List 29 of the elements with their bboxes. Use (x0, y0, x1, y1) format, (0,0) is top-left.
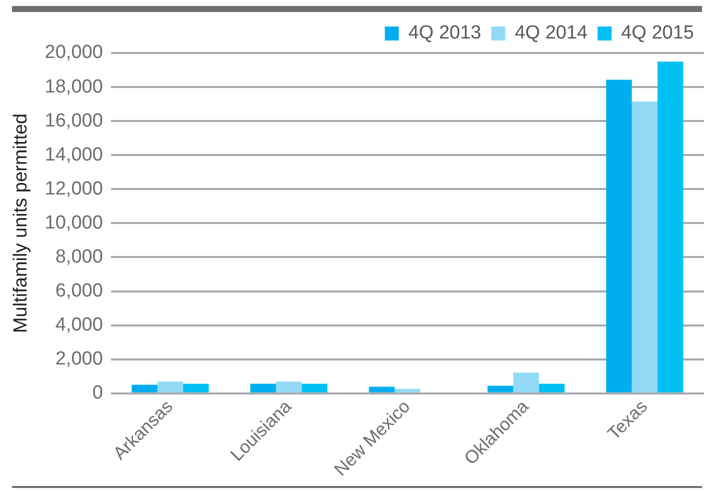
y-tick-label: 2,000 (55, 348, 103, 370)
bar (394, 388, 420, 392)
bar (658, 62, 684, 392)
legend-label: 4Q 2015 (621, 22, 694, 44)
bar (132, 384, 158, 392)
bar (368, 386, 395, 392)
bar (538, 384, 565, 392)
bar (250, 384, 276, 392)
bar (183, 384, 209, 392)
y-tick-label: 20,000 (44, 42, 103, 64)
bar (302, 384, 328, 392)
y-tick-label: 4,000 (55, 314, 103, 336)
bar (606, 80, 632, 392)
bar (632, 102, 658, 392)
bar (157, 382, 184, 392)
legend-label: 4Q 2013 (408, 22, 482, 44)
bar (276, 382, 302, 392)
y-tick-label: 6,000 (55, 280, 103, 302)
y-axis-title: Multifamily units permitted (10, 113, 32, 334)
y-tick-label: 12,000 (44, 178, 103, 200)
bar (513, 372, 539, 392)
y-tick-label: 14,000 (44, 144, 103, 166)
y-tick-label: 16,000 (44, 110, 103, 132)
y-tick-label: 8,000 (55, 246, 103, 268)
legend-label: 4Q 2014 (514, 22, 588, 44)
y-tick-label: 0 (92, 382, 103, 404)
bar (488, 386, 514, 392)
y-tick-label: 18,000 (44, 76, 103, 98)
y-tick-label: 10,000 (44, 212, 103, 234)
